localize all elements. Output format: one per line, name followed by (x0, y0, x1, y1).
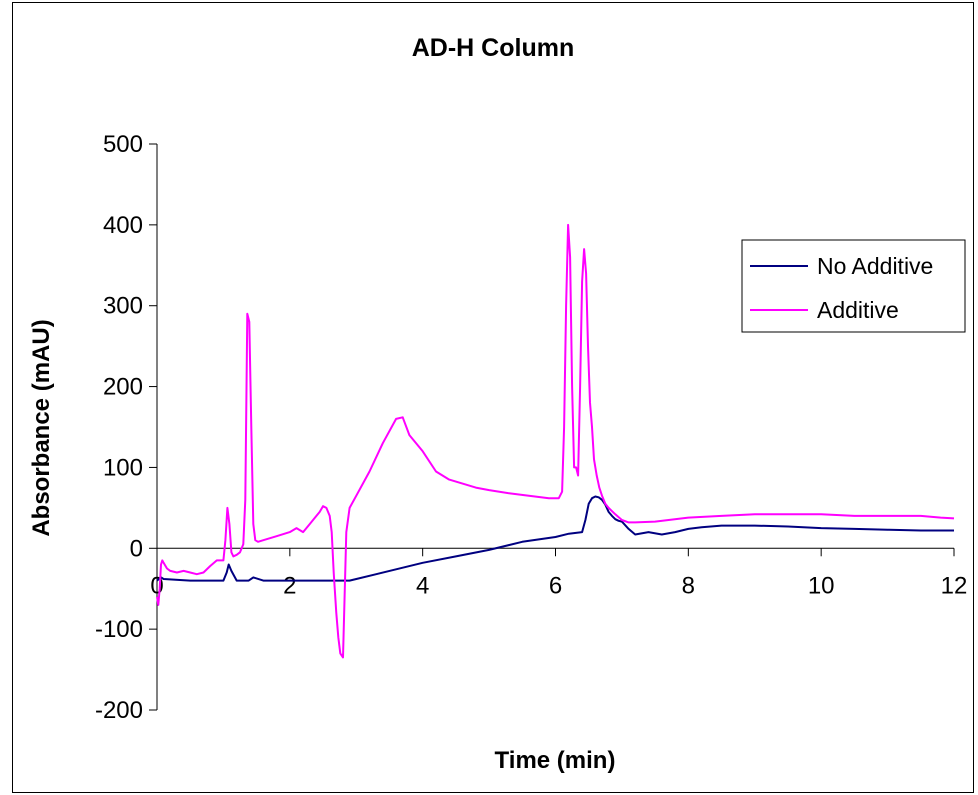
x-tick-label: 0 (150, 572, 163, 599)
x-axis-title: Time (min) (495, 747, 616, 774)
legend-label-no-additive: No Additive (817, 253, 933, 279)
y-axis-title: Absorbance (mAU) (28, 319, 55, 536)
x-tick-label: 12 (941, 572, 968, 599)
chart-title: AD-H Column (412, 34, 574, 62)
y-tick-label: -200 (95, 697, 143, 724)
chart-area (12, 2, 974, 793)
x-tick-label: 8 (682, 572, 695, 599)
series-line-no-additive (156, 495, 954, 582)
legend-box (741, 239, 966, 333)
plot-area: -200 -100 0 100 200 300 400 500 0 2 4 6 8 10 12 (95, 131, 967, 724)
x-tick-label: 10 (808, 572, 835, 599)
legend-label-additive: Additive (817, 297, 899, 323)
legend: No Additive Additive (741, 239, 966, 333)
y-tick-label: 300 (103, 293, 143, 320)
y-tick-label: 400 (103, 212, 143, 239)
y-tick-label: 200 (103, 374, 143, 401)
x-tick-label: 2 (283, 572, 296, 599)
y-tick-label: 0 (130, 535, 143, 562)
y-tick-label: 100 (103, 454, 143, 481)
x-tick-label: 4 (416, 572, 429, 599)
series-line-additive (156, 223, 955, 659)
x-tick-label: 6 (549, 572, 562, 599)
y-tick-label: 500 (103, 131, 143, 158)
y-tick-label: -100 (95, 616, 143, 643)
